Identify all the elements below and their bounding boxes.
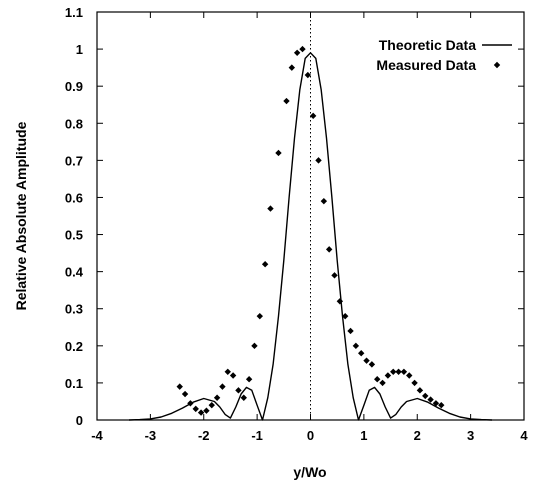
measured-data-point [427, 396, 434, 403]
y-tick-label: 0 [76, 413, 83, 428]
x-tick-label: -3 [145, 428, 157, 443]
y-tick-label: 0.5 [65, 228, 83, 243]
y-tick-label: 0.4 [65, 265, 84, 280]
measured-data-point [374, 376, 381, 383]
measured-data-point [315, 157, 322, 164]
measured-data-point [411, 379, 418, 387]
legend-label: Measured Data [376, 57, 476, 73]
y-tick-label: 0.3 [65, 302, 83, 317]
y-axis-label: Relative Absolute Amplitude [13, 121, 29, 310]
measured-data-point [229, 372, 237, 379]
y-tick-label: 1 [76, 42, 83, 57]
y-tick-label: 0.2 [65, 339, 83, 354]
measured-data-point [363, 357, 370, 364]
measured-data-point [240, 394, 247, 401]
legend-label: Theoretic Data [379, 37, 476, 53]
measured-data-point [320, 197, 328, 205]
y-tick-label: 1.1 [65, 5, 83, 20]
legend-marker-sample [493, 61, 501, 69]
measured-data-point [176, 383, 183, 390]
measured-data-point [256, 312, 263, 320]
measured-data-point [438, 401, 445, 409]
measured-data-point [245, 376, 253, 383]
measured-data-point [331, 272, 338, 279]
x-tick-label: 0 [307, 428, 314, 443]
x-tick-label: 4 [520, 428, 528, 443]
y-tick-label: 0.6 [65, 190, 83, 205]
measured-data-point [400, 368, 408, 375]
y-tick-label: 0.8 [65, 116, 83, 131]
measured-data-point [347, 327, 354, 335]
measured-data-point [358, 350, 365, 357]
measured-data-point [395, 368, 402, 375]
measured-data-point [187, 400, 194, 407]
x-tick-label: -1 [251, 428, 263, 443]
measured-data-point [299, 45, 306, 53]
measured-data-point [309, 112, 317, 120]
measured-data-point [192, 405, 199, 413]
x-tick-label: 3 [467, 428, 474, 443]
measured-data-point [336, 298, 344, 305]
measured-data-point [416, 387, 424, 394]
measured-data-point [325, 246, 333, 253]
measured-data-point [213, 394, 221, 401]
measured-data-point [197, 409, 205, 416]
y-tick-label: 0.9 [65, 79, 83, 94]
measured-data-point [304, 71, 312, 79]
measured-data-point [251, 342, 258, 350]
y-tick-label: 0.7 [65, 153, 83, 168]
measured-data-point [224, 368, 231, 375]
plot-layer: -4 -3 -2 -1 0 1 2 3 4 0 0.1 0.2 0.3 0.4 0.5 0.6 0.7 0.8 0.… [65, 5, 528, 443]
measured-data-point [422, 392, 429, 400]
measured-data-point [379, 379, 386, 387]
measured-data-point [352, 342, 360, 350]
measured-data-point [235, 387, 242, 394]
measured-data-point [406, 372, 413, 379]
measured-data-point [283, 97, 290, 105]
measured-data-point [275, 149, 282, 157]
x-tick-label: 1 [360, 428, 367, 443]
measured-data-point [432, 400, 440, 407]
measured-data-point [341, 312, 349, 320]
measured-data-point [293, 49, 301, 56]
measured-data-point [384, 372, 392, 379]
measured-data-point [181, 390, 189, 398]
x-tick-label: -4 [91, 428, 103, 443]
measured-data-point [219, 383, 226, 390]
x-tick-label: 2 [414, 428, 421, 443]
x-tick-label: -2 [198, 428, 210, 443]
measured-data-point [203, 407, 210, 414]
measured-data-point [288, 64, 296, 71]
measured-data-point [208, 401, 215, 409]
x-axis-label: y/Wo [293, 464, 326, 480]
y-tick-label: 0.1 [65, 376, 83, 391]
measured-data-point [390, 368, 397, 375]
measured-data-point [368, 361, 376, 368]
measured-data-point [261, 261, 269, 268]
measured-data-point [267, 205, 274, 212]
theoretic-data-line [128, 52, 493, 421]
